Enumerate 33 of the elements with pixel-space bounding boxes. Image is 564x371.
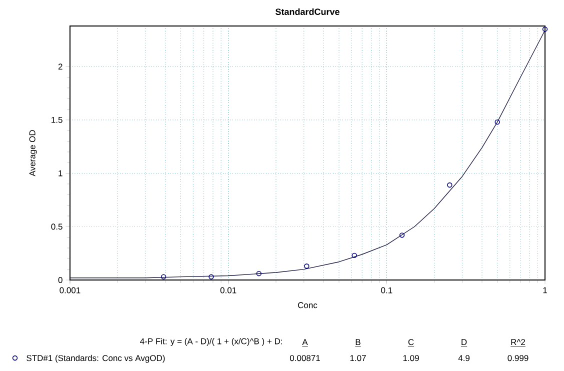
x-tick-label: 1 bbox=[543, 287, 547, 294]
chart-title: StandardCurve bbox=[276, 8, 340, 15]
text: 1.07 bbox=[350, 355, 366, 362]
x-tick-label: 0.01 bbox=[220, 287, 236, 294]
point bbox=[304, 264, 310, 269]
text: 0.999 bbox=[508, 355, 528, 362]
text: D bbox=[462, 339, 467, 345]
text: 1.09 bbox=[403, 355, 419, 362]
point bbox=[352, 252, 357, 258]
legend-label: STD#1 (Standards: Conc vs AvgOD) bbox=[26, 354, 165, 363]
y-tick-label: 0.5 bbox=[51, 224, 62, 230]
x-tick-label: 0.001 bbox=[60, 287, 80, 294]
point bbox=[399, 232, 405, 238]
y-tick-label: 1 bbox=[58, 170, 62, 176]
x-axis-title: Conc bbox=[298, 302, 318, 308]
text: 4-P Fit: y = (A - D)/( 1 + (x/C)^B ) + D: bbox=[140, 338, 282, 346]
y-tick-label: 1.5 bbox=[52, 116, 62, 123]
text: R^2 bbox=[511, 339, 525, 345]
y-axis-title: Average OD bbox=[29, 130, 38, 176]
text: 4.9 bbox=[458, 355, 470, 362]
text: A bbox=[302, 339, 308, 345]
point bbox=[256, 271, 262, 276]
x-tick-label: 0.1 bbox=[381, 287, 392, 294]
text: B bbox=[356, 339, 360, 345]
y-tick-label: 2 bbox=[58, 64, 62, 70]
text: 0.00871 bbox=[290, 355, 320, 362]
text: C bbox=[408, 339, 414, 346]
point bbox=[494, 119, 500, 125]
point bbox=[542, 26, 548, 32]
point bbox=[447, 182, 452, 188]
y-tick-label: 0 bbox=[58, 276, 62, 284]
point bbox=[160, 274, 166, 280]
point bbox=[208, 274, 214, 280]
